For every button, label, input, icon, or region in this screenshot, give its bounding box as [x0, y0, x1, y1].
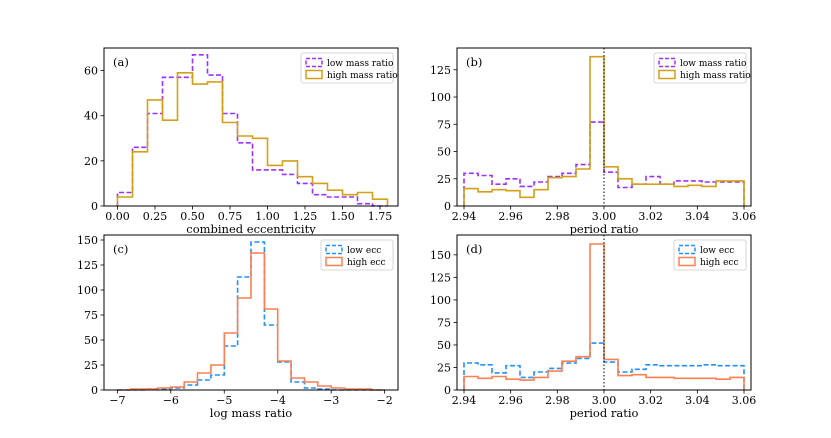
panel-b-xtick-label: 3.02 — [638, 210, 663, 223]
panel-a-xtick-label: 0.50 — [180, 210, 205, 223]
panel-d-ytick-label: 50 — [437, 339, 451, 352]
panel-b-legend-swatch — [658, 57, 676, 68]
panel-d-ytick-label: 100 — [430, 294, 451, 307]
panel-d-ytick-label: 125 — [430, 271, 451, 284]
panel-b-legend-box — [653, 52, 747, 84]
panel-a: 0.00 0.25 0.50 0.75 1.00 1.25 1.50 1.75 0 20 40 60 c… — [84, 47, 399, 236]
panel-b-ytick-label: 100 — [430, 91, 451, 104]
panel-a-legend-entry: high mass ratio — [327, 71, 398, 81]
panel-a-label: (a) — [113, 55, 129, 69]
panel-d-xtick-label: 2.98 — [545, 394, 570, 407]
panel-b-legend-entry: high mass ratio — [680, 71, 751, 81]
panel-c-legend: low ecc high ecc — [320, 239, 394, 271]
panel-c-series-high-ecc — [117, 252, 385, 391]
panel-c-ytick-label: 150 — [77, 234, 98, 247]
panel-b-ytick-label: 0 — [444, 200, 451, 213]
panel-d-xtick-label: 3.00 — [592, 394, 617, 407]
panel-d-legend-entry: low ecc — [700, 246, 734, 256]
panel-a-xtick-label: 0.75 — [218, 210, 243, 223]
panel-d-ytick-label: 25 — [437, 361, 451, 374]
panel-c: −7 −6 −5 −4 −3 −2 0 25 50 75 100 125 150 log mass rat… — [77, 234, 399, 420]
panel-a-xtick-label: 1.00 — [255, 210, 280, 223]
panel-c-legend-entry: high ecc — [347, 258, 386, 268]
panel-a-legend-box — [300, 52, 394, 84]
panel-d-label: (d) — [466, 242, 482, 256]
panel-c-ytick-label: 75 — [84, 309, 98, 322]
panel-b-legend-swatch — [658, 69, 676, 80]
panel-c-xtick-label: −2 — [377, 394, 393, 407]
panel-d-series-high-ecc — [463, 243, 745, 390]
panel-c-xtick-label: −4 — [270, 394, 286, 407]
panel-d-legend-swatch — [678, 256, 696, 267]
panel-b-xtick-label: 2.98 — [545, 210, 570, 223]
panel-c-ytick-label: 125 — [77, 259, 98, 272]
panel-b-xtick-label: 3.04 — [685, 210, 710, 223]
panel-c-legend-swatch — [325, 256, 343, 267]
panel-c-xtick-label: −7 — [109, 394, 125, 407]
panel-b-xtick-label: 2.96 — [498, 210, 523, 223]
panel-c-xtick-label: −3 — [323, 394, 339, 407]
panel-c-xlabel: log mass ratio — [210, 406, 292, 420]
panel-b-label: (b) — [466, 55, 482, 69]
panel-b-legend: low mass ratio high mass ratio — [653, 52, 751, 84]
panel-a-ytick-label: 40 — [84, 110, 98, 123]
panel-b-xtick-label: 3.00 — [592, 210, 617, 223]
panel-b-legend-entry: low mass ratio — [680, 59, 746, 69]
panel-a-xtick-label: 0.00 — [105, 210, 130, 223]
panel-d-xtick-label: 3.02 — [638, 394, 663, 407]
panel-b-xlabel: period ratio — [570, 222, 639, 236]
panel-b-ytick-label: 125 — [430, 64, 451, 77]
panel-b-ytick-label: 75 — [437, 118, 451, 131]
panel-a-xtick-label: 1.75 — [368, 210, 393, 223]
panel-c-axes-frame — [103, 234, 399, 391]
panel-d-legend-swatch — [678, 244, 696, 255]
panel-b-xtick-label: 3.06 — [732, 210, 757, 223]
panel-b-ytick-label: 50 — [437, 146, 451, 159]
panel-d-xtick-label: 2.94 — [452, 394, 477, 407]
panel-c-ytick-label: 100 — [77, 284, 98, 297]
panel-a-series-low-mass-ratio — [116, 54, 388, 207]
panel-d-xtick-label: 3.06 — [732, 394, 757, 407]
panel-a-xtick-label: 0.25 — [143, 210, 168, 223]
panel-c-xtick-label: −5 — [216, 394, 232, 407]
panel-d: 2.94 2.96 2.98 3.00 3.02 3.04 3.06 0 25 50 75 100 12… — [430, 234, 757, 420]
panel-d-series-low-ecc — [463, 342, 745, 390]
panel-d-xtick-label: 2.96 — [498, 394, 523, 407]
panel-a-series-high-mass-ratio — [116, 72, 389, 206]
panel-c-legend-box — [320, 239, 394, 271]
panel-b-series-high-mass-ratio — [463, 55, 745, 206]
panel-b-xtick-label: 2.94 — [452, 210, 477, 223]
panel-a-ytick-label: 60 — [84, 65, 98, 78]
panel-a-legend-swatch — [305, 57, 323, 68]
panel-d-ytick-label: 0 — [444, 384, 451, 397]
panel-a-legend-entry: low mass ratio — [327, 59, 393, 69]
panel-d-legend-box — [673, 239, 747, 271]
panel-c-ytick-label: 0 — [91, 384, 98, 397]
panel-d-ytick-label: 150 — [430, 249, 451, 262]
panel-a-ytick-label: 0 — [91, 200, 98, 213]
panel-a-axes-frame — [103, 47, 399, 207]
panel-c-label: (c) — [113, 242, 128, 256]
panel-c-legend-entry: low ecc — [347, 246, 381, 256]
panel-b-ytick-label: 25 — [437, 173, 451, 186]
panel-a-xtick-label: 1.25 — [293, 210, 318, 223]
panel-a-xlabel: combined eccentricity — [186, 222, 316, 236]
panel-c-ytick-label: 50 — [84, 334, 98, 347]
panel-c-ytick-label: 25 — [84, 359, 98, 372]
panel-d-xlabel: period ratio — [570, 406, 639, 420]
panel-d-legend: low ecc high ecc — [673, 239, 747, 271]
panel-d-ytick-label: 75 — [437, 316, 451, 329]
panel-b-series-low-mass-ratio — [463, 121, 745, 206]
panel-a-xtick-label: 1.50 — [330, 210, 355, 223]
panel-c-legend-swatch — [325, 244, 343, 255]
panel-c-xtick-label: −6 — [163, 394, 179, 407]
panel-d-legend-entry: high ecc — [700, 258, 739, 268]
panel-d-xtick-label: 3.04 — [685, 394, 710, 407]
panel-a-ytick-label: 20 — [84, 155, 98, 168]
panel-a-legend: low mass ratio high mass ratio — [300, 52, 398, 84]
panel-b: 2.94 2.96 2.98 3.00 3.02 3.04 3.06 0 25 50 75 100 12… — [430, 47, 757, 236]
panel-a-legend-swatch — [305, 69, 323, 80]
